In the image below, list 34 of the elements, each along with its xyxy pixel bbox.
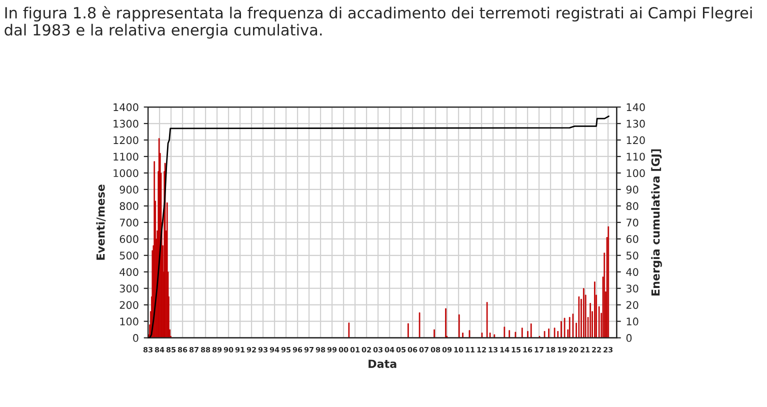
y-tick-label: 0 <box>133 334 138 342</box>
y2-tick-label: 40 <box>626 268 638 276</box>
y2-tick-label: 10 <box>626 318 638 326</box>
y-tick-label: 100 <box>120 318 138 326</box>
y-tick-label: 1100 <box>114 152 138 161</box>
y-tick-label: 300 <box>120 284 138 292</box>
y-axis-title: Eventi/mese <box>96 184 106 260</box>
y2-tick-label: 0 <box>626 334 632 342</box>
y-tick-label: 200 <box>120 301 138 309</box>
y2-tick-label: 60 <box>626 235 638 244</box>
y2-tick-label: 100 <box>626 169 645 178</box>
x-axis-title: Data <box>368 360 396 368</box>
y-tick-label: 500 <box>120 252 138 260</box>
y-tick-label: 1300 <box>114 120 138 128</box>
y2-tick-label: 70 <box>626 218 638 227</box>
y-tick-label: 1000 <box>114 169 138 178</box>
y2-tick-label: 120 <box>626 136 645 144</box>
y2-tick-label: 90 <box>626 186 638 194</box>
y-tick-label: 800 <box>120 202 138 210</box>
y2-axis-title: Energia cumulativa [GJ] <box>651 149 662 296</box>
y-tick-label: 600 <box>120 235 138 244</box>
y-tick-label: 900 <box>120 186 138 194</box>
y-tick-label: 700 <box>120 218 138 227</box>
y2-tick-label: 110 <box>626 152 645 161</box>
y-tick-label: 400 <box>120 268 138 276</box>
y2-tick-label: 130 <box>626 120 645 128</box>
y2-tick-label: 140 <box>626 103 645 112</box>
y-tick-label: 1400 <box>114 103 138 112</box>
y-tick-label: 1200 <box>114 136 138 144</box>
y2-tick-label: 80 <box>626 202 638 210</box>
y2-tick-label: 50 <box>626 252 638 260</box>
y2-tick-label: 20 <box>626 301 638 309</box>
chart-title: In figura 1.8 è rappresentata la frequenza di accadimento dei terremoti registrati ai Campi Flegrei dal 1983 e la relativa energia cumulativa. <box>4 6 752 39</box>
y2-tick-label: 30 <box>626 284 638 292</box>
